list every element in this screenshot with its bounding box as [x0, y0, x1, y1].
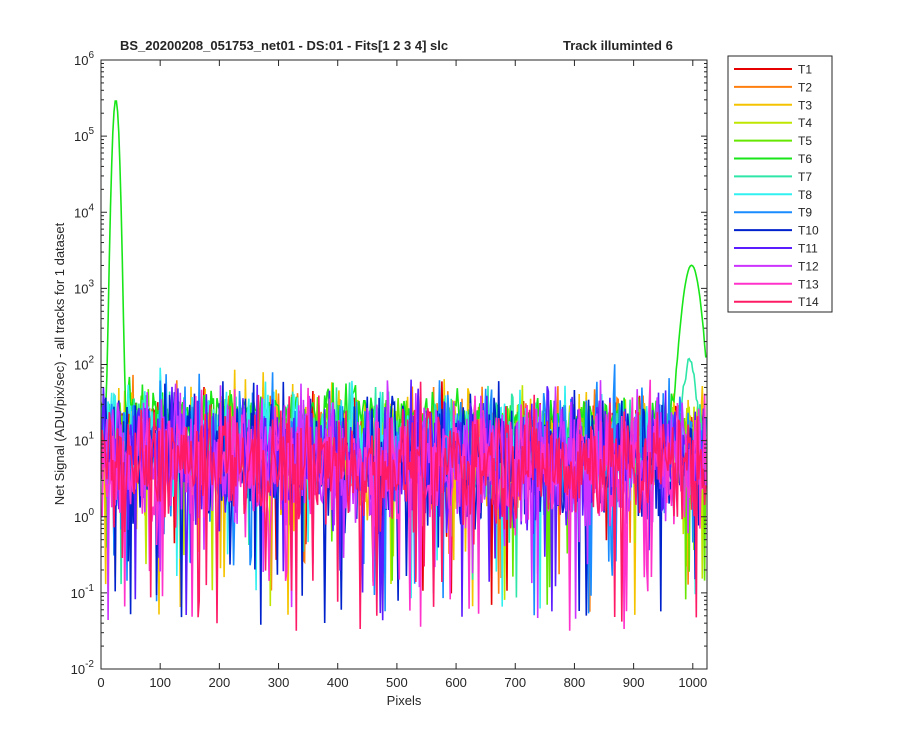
y-tick-label: 106	[74, 50, 94, 68]
legend-label-t2: T2	[798, 80, 812, 94]
y-tick-label: 103	[74, 278, 94, 296]
series-line-t14	[101, 381, 707, 631]
legend-label-t4: T4	[798, 116, 812, 130]
x-axis-label: Pixels	[387, 693, 422, 708]
y-tick-label: 102	[74, 355, 94, 373]
x-tick-label: 0	[97, 675, 104, 690]
x-tick-label: 600	[445, 675, 467, 690]
chart-title-left: BS_20200208_051753_net01 - DS:01 - Fits[…	[120, 38, 448, 53]
y-tick-label: 105	[74, 126, 94, 144]
y-tick-label: 100	[74, 507, 94, 525]
x-tick-label: 200	[209, 675, 231, 690]
x-axis: 0 100 200 300 400 500 600 700 800 900 1000	[97, 60, 707, 690]
x-tick-label: 900	[623, 675, 645, 690]
legend-label-t12: T12	[798, 259, 819, 273]
y-tick-label: 104	[74, 202, 94, 220]
chart-title-right: Track illuminted 6	[563, 38, 673, 53]
legend-label-t6: T6	[798, 152, 812, 166]
legend-label-t5: T5	[798, 134, 812, 148]
legend-label-t10: T10	[798, 224, 819, 238]
plot-series	[101, 100, 707, 631]
legend-label-t11: T11	[798, 242, 818, 256]
y-tick-label: 10-2	[71, 659, 95, 677]
x-tick-label: 800	[564, 675, 586, 690]
legend: T1 T2 T3 T4 T5 T6 T7 T8 T9 T10 T11 T12 T13 T14	[727, 55, 833, 313]
x-tick-label: 500	[386, 675, 408, 690]
legend-label-t7: T7	[798, 170, 812, 184]
legend-label-t1: T1	[798, 63, 812, 77]
x-tick-label: 300	[268, 675, 290, 690]
y-tick-label: 10-1	[71, 583, 95, 601]
x-tick-label: 1000	[678, 675, 707, 690]
legend-label-t3: T3	[798, 98, 812, 112]
legend-label-t14: T14	[798, 295, 819, 309]
legend-box	[727, 55, 833, 313]
legend-label-t13: T13	[798, 277, 819, 291]
x-tick-label: 100	[149, 675, 171, 690]
y-axis: 10-2 10-1 100 101 102 103 104 105 106	[71, 50, 707, 677]
y-tick-label: 101	[74, 431, 94, 449]
x-tick-label: 400	[327, 675, 349, 690]
legend-label-t8: T8	[798, 188, 812, 202]
legend-label-t9: T9	[798, 206, 812, 220]
x-tick-label: 700	[504, 675, 526, 690]
y-axis-label: Net Signal (ADU/pix/sec) - all tracks fo…	[52, 222, 67, 505]
